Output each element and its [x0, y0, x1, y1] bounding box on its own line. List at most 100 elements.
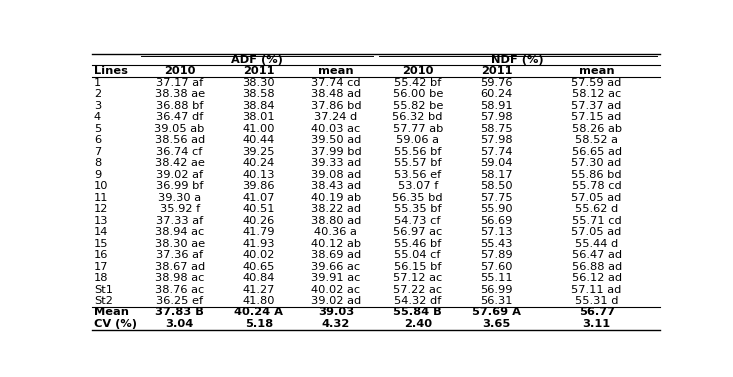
Text: 55.78 cd: 55.78 cd: [572, 181, 622, 191]
Text: 5: 5: [94, 124, 101, 133]
Text: 55.71 cd: 55.71 cd: [572, 216, 622, 225]
Text: 55.11: 55.11: [480, 273, 513, 283]
Text: 40.51: 40.51: [243, 204, 275, 214]
Text: 55.90: 55.90: [480, 204, 513, 214]
Text: 55.42 bf: 55.42 bf: [394, 78, 441, 88]
Text: 57.15 ad: 57.15 ad: [572, 112, 622, 122]
Text: 38.48 ad: 38.48 ad: [311, 89, 361, 99]
Text: 57.77 ab: 57.77 ab: [392, 124, 443, 133]
Text: 57.59 ad: 57.59 ad: [572, 78, 622, 88]
Text: 41.79: 41.79: [243, 227, 275, 237]
Text: 36.99 bf: 36.99 bf: [156, 181, 204, 191]
Text: 2011: 2011: [243, 66, 274, 76]
Text: St1: St1: [94, 285, 113, 294]
Text: 38.58: 38.58: [243, 89, 275, 99]
Text: 11: 11: [94, 193, 108, 202]
Text: NDF (%): NDF (%): [491, 55, 544, 65]
Text: 55.62 d: 55.62 d: [575, 204, 618, 214]
Text: 55.82 be: 55.82 be: [392, 101, 443, 111]
Text: 40.24: 40.24: [243, 158, 275, 168]
Text: 55.46 bf: 55.46 bf: [394, 239, 441, 248]
Text: 36.74 cf: 36.74 cf: [156, 147, 203, 156]
Text: 40.13: 40.13: [243, 170, 275, 179]
Text: 40.03 ac: 40.03 ac: [312, 124, 361, 133]
Text: 38.84: 38.84: [243, 101, 275, 111]
Text: 59.06 a: 59.06 a: [397, 135, 439, 145]
Text: 39.50 ad: 39.50 ad: [311, 135, 361, 145]
Text: 55.57 bf: 55.57 bf: [394, 158, 441, 168]
Text: 55.44 d: 55.44 d: [575, 239, 618, 248]
Text: 56.69: 56.69: [480, 216, 513, 225]
Text: 3.65: 3.65: [482, 319, 511, 329]
Text: 13: 13: [94, 216, 108, 225]
Text: 37.99 bd: 37.99 bd: [311, 147, 361, 156]
Text: 57.89: 57.89: [480, 250, 513, 260]
Text: 56.31: 56.31: [480, 296, 513, 306]
Text: 4.32: 4.32: [322, 319, 350, 329]
Text: 39.91 ac: 39.91 ac: [312, 273, 361, 283]
Text: 56.99: 56.99: [480, 285, 513, 294]
Text: 56.65 ad: 56.65 ad: [572, 147, 622, 156]
Text: 57.98: 57.98: [480, 135, 513, 145]
Text: 58.91: 58.91: [480, 101, 513, 111]
Text: 40.02: 40.02: [243, 250, 275, 260]
Text: 59.76: 59.76: [480, 78, 513, 88]
Text: 3.04: 3.04: [166, 319, 194, 329]
Text: 55.31 d: 55.31 d: [575, 296, 619, 306]
Text: 56.88 ad: 56.88 ad: [572, 262, 622, 271]
Text: 40.19 ab: 40.19 ab: [311, 193, 361, 202]
Text: 41.07: 41.07: [243, 193, 275, 202]
Text: 38.98 ac: 38.98 ac: [155, 273, 205, 283]
Text: CV (%): CV (%): [94, 319, 137, 329]
Text: 57.74: 57.74: [480, 147, 513, 156]
Text: 35.92 f: 35.92 f: [160, 204, 200, 214]
Text: 6: 6: [94, 135, 101, 145]
Text: 36.47 df: 36.47 df: [156, 112, 203, 122]
Text: 15: 15: [94, 239, 108, 248]
Text: 57.13: 57.13: [480, 227, 513, 237]
Text: 41.27: 41.27: [243, 285, 275, 294]
Text: 38.67 ad: 38.67 ad: [155, 262, 205, 271]
Text: 53.56 ef: 53.56 ef: [394, 170, 441, 179]
Text: 54.32 df: 54.32 df: [394, 296, 441, 306]
Text: 39.05 ab: 39.05 ab: [155, 124, 205, 133]
Text: 38.56 ad: 38.56 ad: [155, 135, 205, 145]
Text: 56.32 bd: 56.32 bd: [392, 112, 443, 122]
Text: 57.05 ad: 57.05 ad: [572, 193, 622, 202]
Text: 38.43 ad: 38.43 ad: [311, 181, 361, 191]
Text: 40.26: 40.26: [243, 216, 275, 225]
Text: 58.50: 58.50: [480, 181, 513, 191]
Text: 36.25 ef: 36.25 ef: [156, 296, 203, 306]
Text: 9: 9: [94, 170, 101, 179]
Text: 55.43: 55.43: [480, 239, 513, 248]
Text: 57.37 ad: 57.37 ad: [572, 101, 622, 111]
Text: 37.36 af: 37.36 af: [156, 250, 203, 260]
Text: 39.66 ac: 39.66 ac: [312, 262, 361, 271]
Text: 58.75: 58.75: [480, 124, 513, 133]
Text: ADF (%): ADF (%): [231, 55, 283, 65]
Text: 2011: 2011: [481, 66, 512, 76]
Text: 38.69 ad: 38.69 ad: [311, 250, 361, 260]
Text: 58.52 a: 58.52 a: [575, 135, 618, 145]
Text: 56.47 ad: 56.47 ad: [572, 250, 622, 260]
Text: 14: 14: [94, 227, 108, 237]
Text: 41.00: 41.00: [243, 124, 275, 133]
Text: 58.17: 58.17: [480, 170, 513, 179]
Text: 40.84: 40.84: [243, 273, 275, 283]
Text: 55.84 B: 55.84 B: [394, 308, 442, 317]
Text: 2: 2: [94, 89, 101, 99]
Text: 3.11: 3.11: [583, 319, 611, 329]
Text: 60.24: 60.24: [481, 89, 513, 99]
Text: 40.44: 40.44: [243, 135, 275, 145]
Text: 57.75: 57.75: [480, 193, 513, 202]
Text: 55.86 bd: 55.86 bd: [571, 170, 622, 179]
Text: 55.04 cf: 55.04 cf: [394, 250, 441, 260]
Text: 8: 8: [94, 158, 101, 168]
Text: 38.30: 38.30: [243, 78, 275, 88]
Text: Mean: Mean: [94, 308, 129, 317]
Text: 38.76 ac: 38.76 ac: [155, 285, 205, 294]
Text: 12: 12: [94, 204, 108, 214]
Text: 56.00 be: 56.00 be: [392, 89, 443, 99]
Text: St2: St2: [94, 296, 113, 306]
Text: 36.88 bf: 36.88 bf: [156, 101, 204, 111]
